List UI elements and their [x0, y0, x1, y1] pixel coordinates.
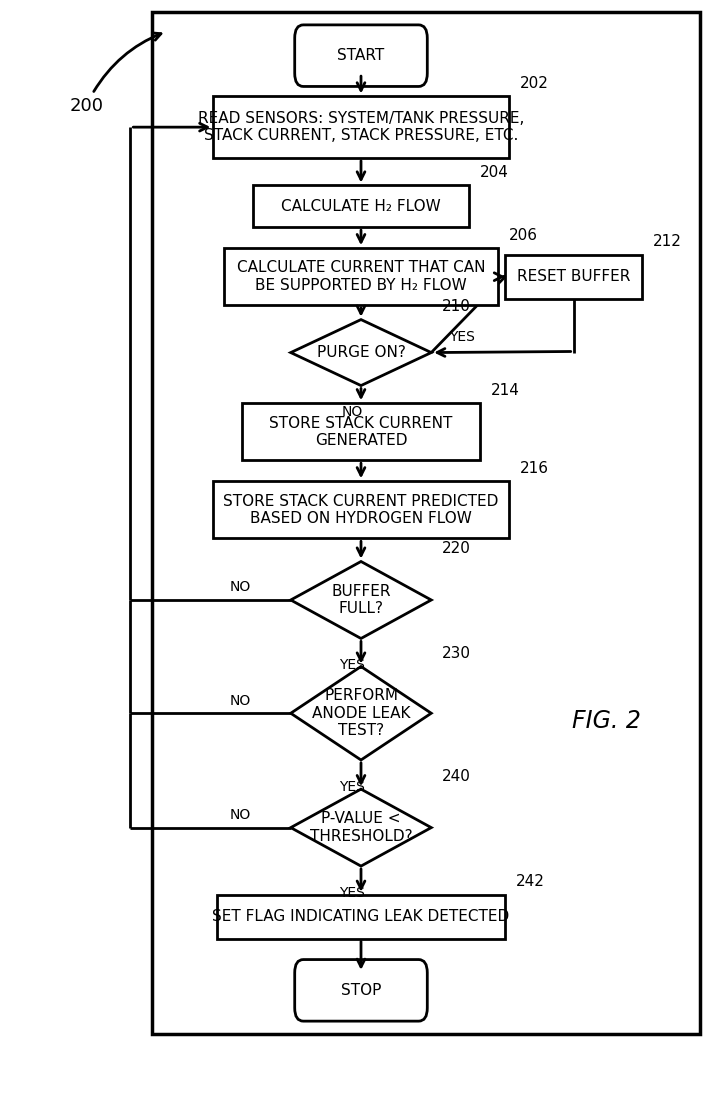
- Text: NO: NO: [342, 405, 363, 419]
- Text: STOP: STOP: [341, 983, 381, 998]
- Text: 206: 206: [509, 228, 538, 242]
- Polygon shape: [291, 789, 431, 866]
- Text: 212: 212: [653, 235, 682, 249]
- Bar: [242, 403, 480, 460]
- FancyBboxPatch shape: [295, 960, 427, 1021]
- Text: 204: 204: [480, 165, 509, 179]
- Bar: [213, 97, 509, 157]
- Text: P-VALUE <
THRESHOLD?: P-VALUE < THRESHOLD?: [310, 811, 412, 843]
- Bar: [505, 254, 642, 298]
- Text: STORE STACK CURRENT PREDICTED
BASED ON HYDROGEN FLOW: STORE STACK CURRENT PREDICTED BASED ON H…: [223, 493, 499, 526]
- Bar: [253, 185, 469, 227]
- Polygon shape: [291, 562, 431, 639]
- Text: 230: 230: [442, 646, 471, 661]
- Text: 200: 200: [69, 33, 161, 115]
- Bar: [152, 12, 700, 1034]
- Text: SET FLAG INDICATING LEAK DETECTED: SET FLAG INDICATING LEAK DETECTED: [212, 909, 510, 924]
- FancyBboxPatch shape: [295, 25, 427, 87]
- Polygon shape: [291, 666, 431, 760]
- Text: NO: NO: [230, 694, 251, 708]
- Text: 240: 240: [442, 768, 471, 784]
- Text: YES: YES: [339, 886, 365, 900]
- Text: 216: 216: [520, 460, 549, 476]
- Bar: [224, 248, 498, 305]
- Text: YES: YES: [339, 658, 365, 673]
- Text: PERFORM
ANODE LEAK
TEST?: PERFORM ANODE LEAK TEST?: [312, 688, 410, 738]
- Text: 242: 242: [516, 874, 545, 890]
- Text: BUFFER
FULL?: BUFFER FULL?: [331, 584, 391, 617]
- Text: NO: NO: [230, 580, 251, 595]
- Bar: [213, 481, 509, 538]
- Text: RESET BUFFER: RESET BUFFER: [517, 270, 630, 284]
- Text: CALCULATE CURRENT THAT CAN
BE SUPPORTED BY H₂ FLOW: CALCULATE CURRENT THAT CAN BE SUPPORTED …: [237, 261, 485, 293]
- Text: CALCULATE H₂ FLOW: CALCULATE H₂ FLOW: [281, 199, 441, 214]
- Text: PURGE ON?: PURGE ON?: [316, 345, 406, 360]
- Polygon shape: [291, 319, 431, 385]
- Text: NO: NO: [230, 808, 251, 822]
- Text: 214: 214: [491, 383, 520, 397]
- Text: 220: 220: [442, 541, 471, 556]
- Text: YES: YES: [339, 780, 365, 794]
- Text: STORE STACK CURRENT
GENERATED: STORE STACK CURRENT GENERATED: [269, 415, 453, 448]
- Text: 202: 202: [520, 76, 549, 91]
- Text: FIG. 2: FIG. 2: [572, 709, 640, 733]
- Text: YES: YES: [449, 330, 475, 344]
- Bar: [217, 895, 505, 939]
- Text: START: START: [337, 48, 385, 63]
- Text: 210: 210: [442, 299, 471, 314]
- Text: READ SENSORS: SYSTEM/TANK PRESSURE,
STACK CURRENT, STACK PRESSURE, ETC.: READ SENSORS: SYSTEM/TANK PRESSURE, STAC…: [198, 111, 524, 143]
